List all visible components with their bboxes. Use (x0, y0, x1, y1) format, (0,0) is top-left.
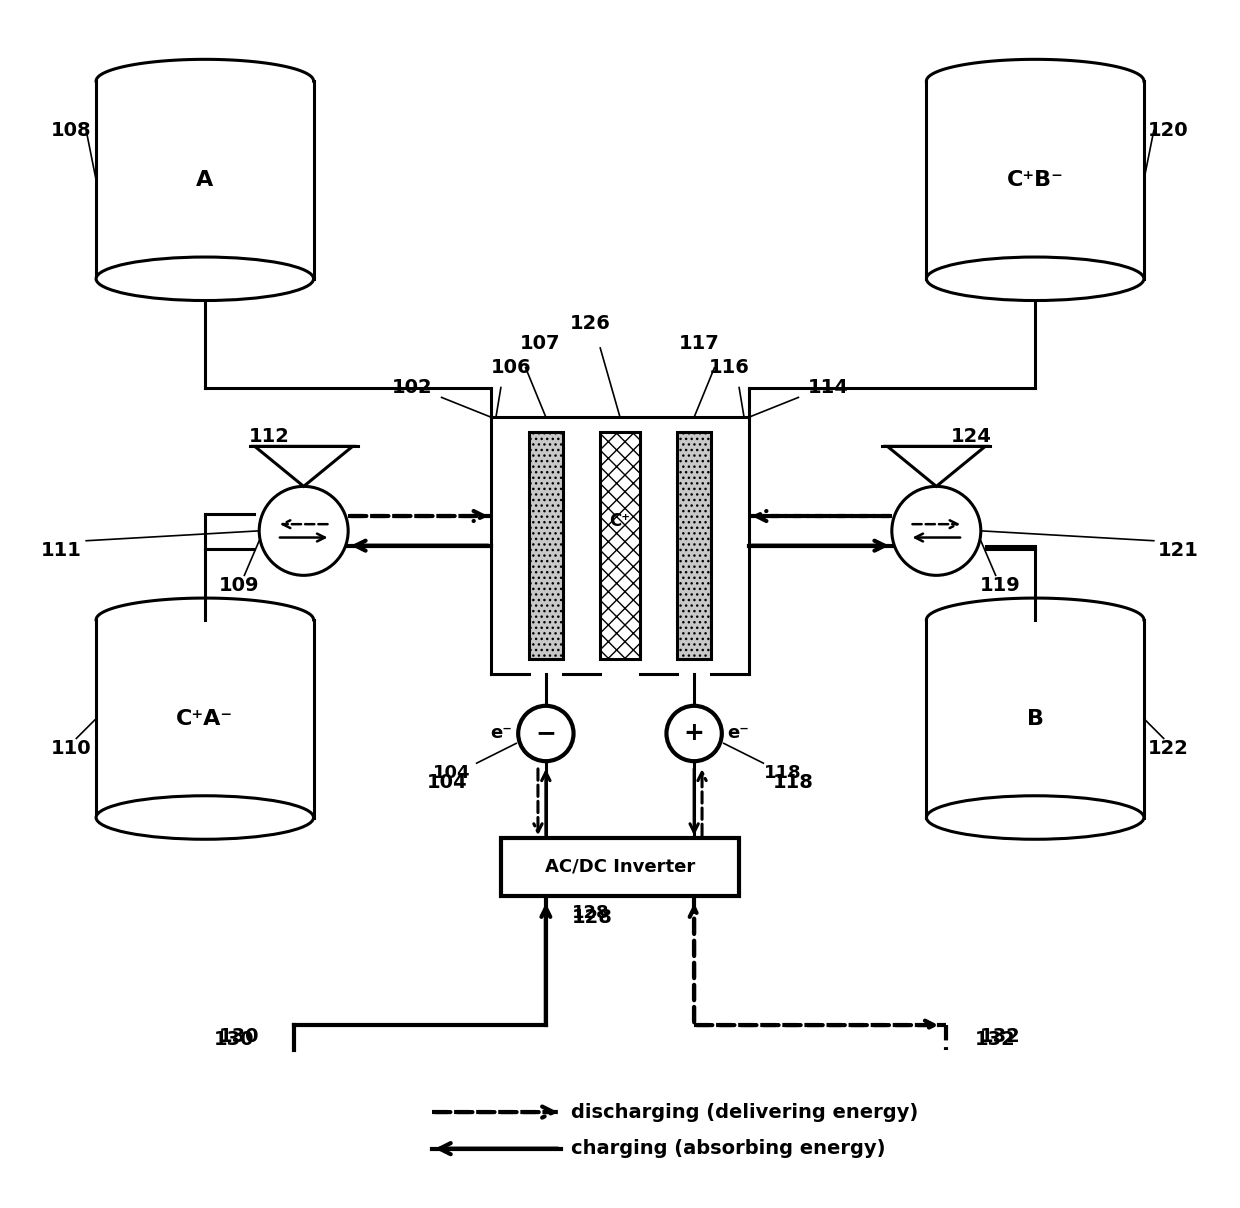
Ellipse shape (926, 796, 1145, 840)
Text: 119: 119 (980, 576, 1021, 594)
Polygon shape (254, 446, 352, 487)
Ellipse shape (95, 796, 314, 840)
Text: discharging (delivering energy): discharging (delivering energy) (570, 1103, 918, 1121)
Text: C⁺: C⁺ (610, 512, 630, 530)
Ellipse shape (926, 257, 1145, 301)
Text: 122: 122 (1148, 739, 1189, 757)
Text: 111: 111 (41, 541, 82, 561)
Text: AC/DC Inverter: AC/DC Inverter (544, 858, 696, 876)
Text: e⁻: e⁻ (728, 725, 749, 743)
Circle shape (892, 487, 981, 575)
Text: 104: 104 (433, 763, 471, 782)
Text: C⁺B⁻: C⁺B⁻ (1007, 170, 1064, 190)
Text: 121: 121 (1158, 541, 1199, 561)
Text: 109: 109 (219, 576, 259, 594)
Text: 118: 118 (773, 773, 813, 792)
Bar (600, 432, 640, 660)
Text: 106: 106 (491, 359, 531, 377)
Polygon shape (888, 446, 986, 487)
Text: 110: 110 (51, 739, 92, 757)
Text: 130: 130 (219, 1028, 259, 1046)
Text: 118: 118 (764, 763, 802, 782)
Text: 102: 102 (392, 378, 433, 397)
Text: 112: 112 (249, 428, 289, 447)
Text: 120: 120 (1148, 121, 1189, 140)
Text: 128: 128 (572, 908, 613, 927)
Bar (501, 838, 739, 895)
Text: A: A (196, 170, 213, 190)
Text: 128: 128 (572, 905, 609, 923)
Ellipse shape (95, 257, 314, 301)
Text: 114: 114 (807, 378, 848, 397)
Text: 107: 107 (520, 333, 560, 353)
Text: 132: 132 (975, 1030, 1016, 1050)
Text: B: B (1027, 709, 1044, 728)
Text: 130: 130 (215, 1030, 254, 1050)
Circle shape (518, 705, 574, 761)
Bar (528, 432, 563, 660)
Text: C⁺A⁻: C⁺A⁻ (176, 709, 233, 728)
Text: 116: 116 (709, 359, 750, 377)
Text: charging (absorbing energy): charging (absorbing energy) (570, 1139, 885, 1158)
Text: −: − (536, 721, 557, 745)
Text: +: + (683, 721, 704, 745)
Text: 124: 124 (951, 428, 991, 447)
Text: 108: 108 (51, 121, 92, 140)
Text: 104: 104 (427, 773, 467, 792)
Circle shape (259, 487, 348, 575)
Bar (677, 432, 712, 660)
Text: 117: 117 (680, 333, 720, 353)
Text: 126: 126 (570, 314, 611, 332)
Text: 132: 132 (980, 1028, 1021, 1046)
Text: e⁻: e⁻ (491, 725, 512, 743)
Circle shape (666, 705, 722, 761)
